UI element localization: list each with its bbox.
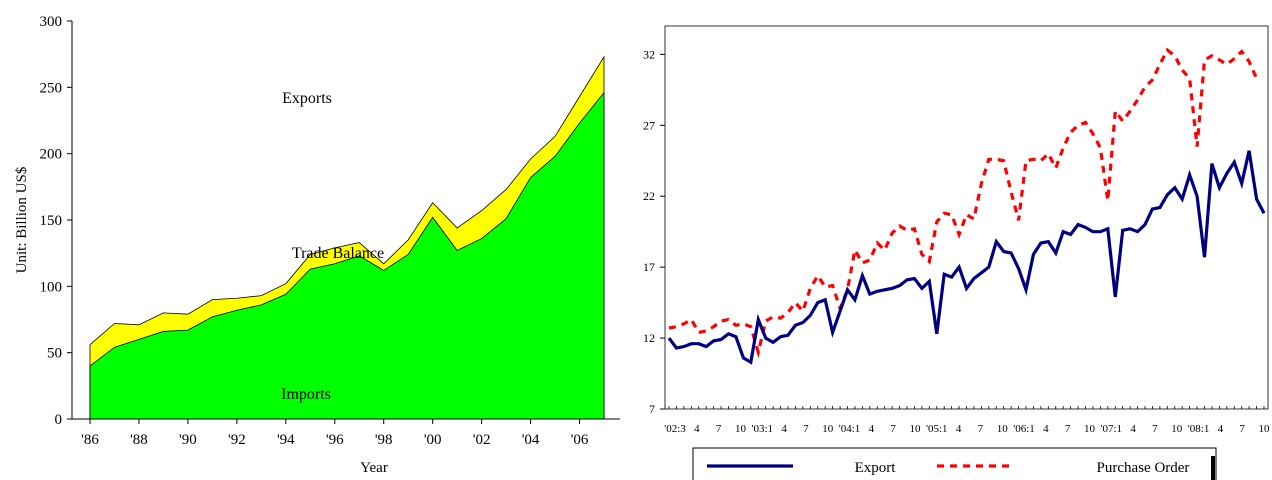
left-y-ticks: 0 50 100 150 200 250 300 [40, 14, 72, 428]
left-y-tick-label: 200 [40, 147, 63, 163]
right-x-tick-label: 4 [869, 423, 875, 435]
left-y-axis-label: Unit: Billion US$ [14, 166, 30, 273]
right-x-ticks: '02:3 4 7 10 '03:1 4 7 10 '04:1 4 7 10 '05:1 4 7 10 '06:… [664, 406, 1270, 435]
imports-area [89, 91, 605, 420]
right-x-tick-label: '05:1 [926, 423, 948, 435]
right-x-tick-label: 7 [890, 423, 896, 435]
right-x-tick-label: 7 [803, 423, 809, 435]
right-x-tick-label: 10 [1084, 423, 1096, 435]
left-y-tick-label: 50 [47, 346, 62, 362]
left-x-tick-label: '00 [424, 432, 442, 448]
export-line [667, 150, 1266, 365]
right-x-tick-label: '03:1 [751, 423, 773, 435]
right-x-tick-label: 7 [716, 423, 722, 435]
left-y-tick-label: 300 [40, 14, 63, 30]
left-x-tick-label: '88 [130, 432, 148, 448]
right-x-tick-label: 4 [956, 423, 962, 435]
right-x-tick-label: 10 [1259, 423, 1271, 435]
right-x-tick-label: 7 [1239, 423, 1245, 435]
right-y-tick-label: 22 [643, 189, 655, 203]
left-x-tick-label: '04 [522, 432, 540, 448]
purchase-order-line [668, 47, 1259, 359]
trade-balance-annotation: Trade Balance [292, 245, 384, 262]
left-x-tick-label: '06 [571, 432, 589, 448]
right-y-tick-label: 17 [643, 260, 655, 274]
left-x-tick-label: '86 [81, 432, 99, 448]
left-y-tick-label: 100 [40, 279, 63, 295]
left-y-tick-label: 150 [40, 213, 63, 229]
imports-annotation: Imports [281, 386, 331, 403]
right-x-tick-label: 4 [781, 423, 787, 435]
exports-annotation: Exports [282, 90, 332, 107]
legend-box [692, 447, 1217, 480]
right-x-tick-label: 10 [735, 423, 747, 435]
right-y-tick-label: 7 [649, 402, 655, 416]
right-y-ticks: 7 12 17 22 27 32 [643, 47, 665, 416]
right-x-tick-label: '07:1 [1101, 423, 1123, 435]
right-x-tick-label: 4 [1130, 423, 1136, 435]
right-x-tick-label: 4 [694, 423, 700, 435]
right-y-tick-label: 12 [643, 331, 655, 345]
right-x-tick-label: 10 [1171, 423, 1183, 435]
left-x-tick-label: '96 [326, 432, 344, 448]
right-y-tick-label: 27 [643, 118, 655, 132]
legend: Export Purchase Order [692, 447, 1217, 480]
right-x-tick-label: '06:1 [1013, 423, 1035, 435]
right-x-tick-label: '04:1 [839, 423, 861, 435]
right-x-tick-label: '02:3 [664, 423, 686, 435]
right-x-tick-label: 4 [1218, 423, 1224, 435]
right-x-tick-label: 10 [909, 423, 921, 435]
left-x-axis-label: Year [360, 460, 388, 476]
legend-purchase-order-label: Purchase Order [1097, 460, 1190, 476]
right-x-tick-label: 7 [1065, 423, 1071, 435]
legend-export-label: Export [855, 460, 897, 476]
right-x-tick-label: 7 [1152, 423, 1158, 435]
left-x-tick-label: '92 [228, 432, 246, 448]
right-x-tick-label: 7 [978, 423, 984, 435]
left-x-tick-label: '98 [375, 432, 393, 448]
right-x-tick-label: 4 [1043, 423, 1049, 435]
right-x-tick-label: 10 [997, 423, 1009, 435]
left-x-tick-label: '94 [277, 432, 295, 448]
left-x-tick-label: '90 [179, 432, 197, 448]
right-x-tick-label: 10 [822, 423, 834, 435]
left-y-tick-label: 250 [40, 80, 63, 96]
right-plot-area [664, 25, 1269, 410]
left-x-ticks: '86 '88 '90 '92 '94 '96 '98 '00 '02 '04 '06 [81, 419, 589, 448]
left-y-tick-label: 0 [55, 412, 63, 428]
trade-area-chart: 0 50 100 150 200 250 300 '86 '88 '90 '92 '94 '96 '98… [14, 14, 620, 476]
right-y-tick-label: 32 [643, 47, 655, 61]
left-x-tick-label: '02 [473, 432, 491, 448]
right-x-tick-label: '08:1 [1188, 423, 1210, 435]
